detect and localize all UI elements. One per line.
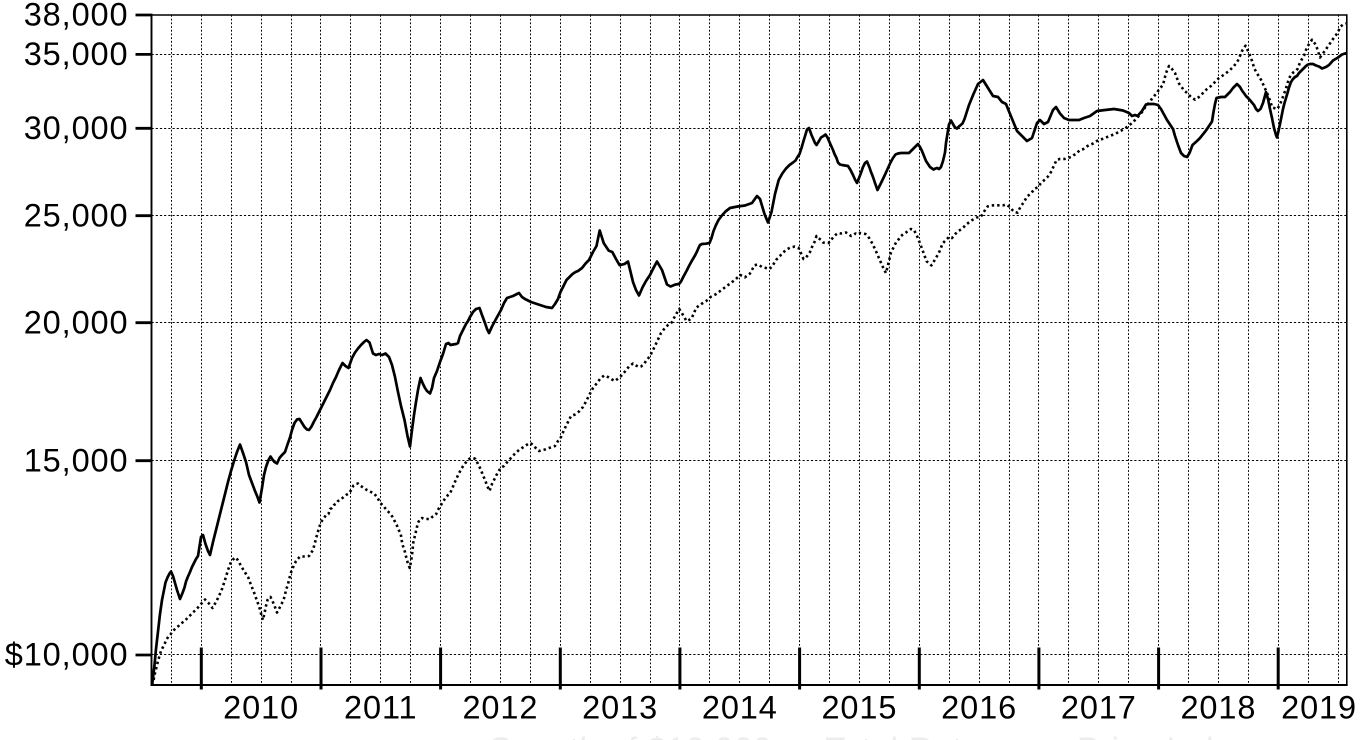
svg-text:2012: 2012 <box>462 690 538 726</box>
svg-text:2014: 2014 <box>702 690 778 726</box>
svg-text:2013: 2013 <box>582 690 658 726</box>
svg-text:30,000: 30,000 <box>24 110 129 146</box>
svg-text:25,000: 25,000 <box>24 197 129 233</box>
svg-text:20,000: 20,000 <box>24 304 129 340</box>
svg-text:2010: 2010 <box>223 690 299 726</box>
svg-text:2016: 2016 <box>941 690 1017 726</box>
svg-text:2018: 2018 <box>1180 690 1256 726</box>
svg-text:35,000: 35,000 <box>24 36 129 72</box>
svg-text:15,000: 15,000 <box>24 442 129 478</box>
svg-text:38,000: 38,000 <box>24 0 129 33</box>
svg-text:2015: 2015 <box>821 690 897 726</box>
svg-text:$10,000: $10,000 <box>5 637 129 673</box>
svg-text:2017: 2017 <box>1061 690 1137 726</box>
svg-text:2011: 2011 <box>344 690 418 726</box>
svg-text:Growth of $10,000 — Total Retu: Growth of $10,000 — Total Return vs. Pri… <box>488 731 1251 740</box>
svg-text:2019: 2019 <box>1281 690 1357 726</box>
